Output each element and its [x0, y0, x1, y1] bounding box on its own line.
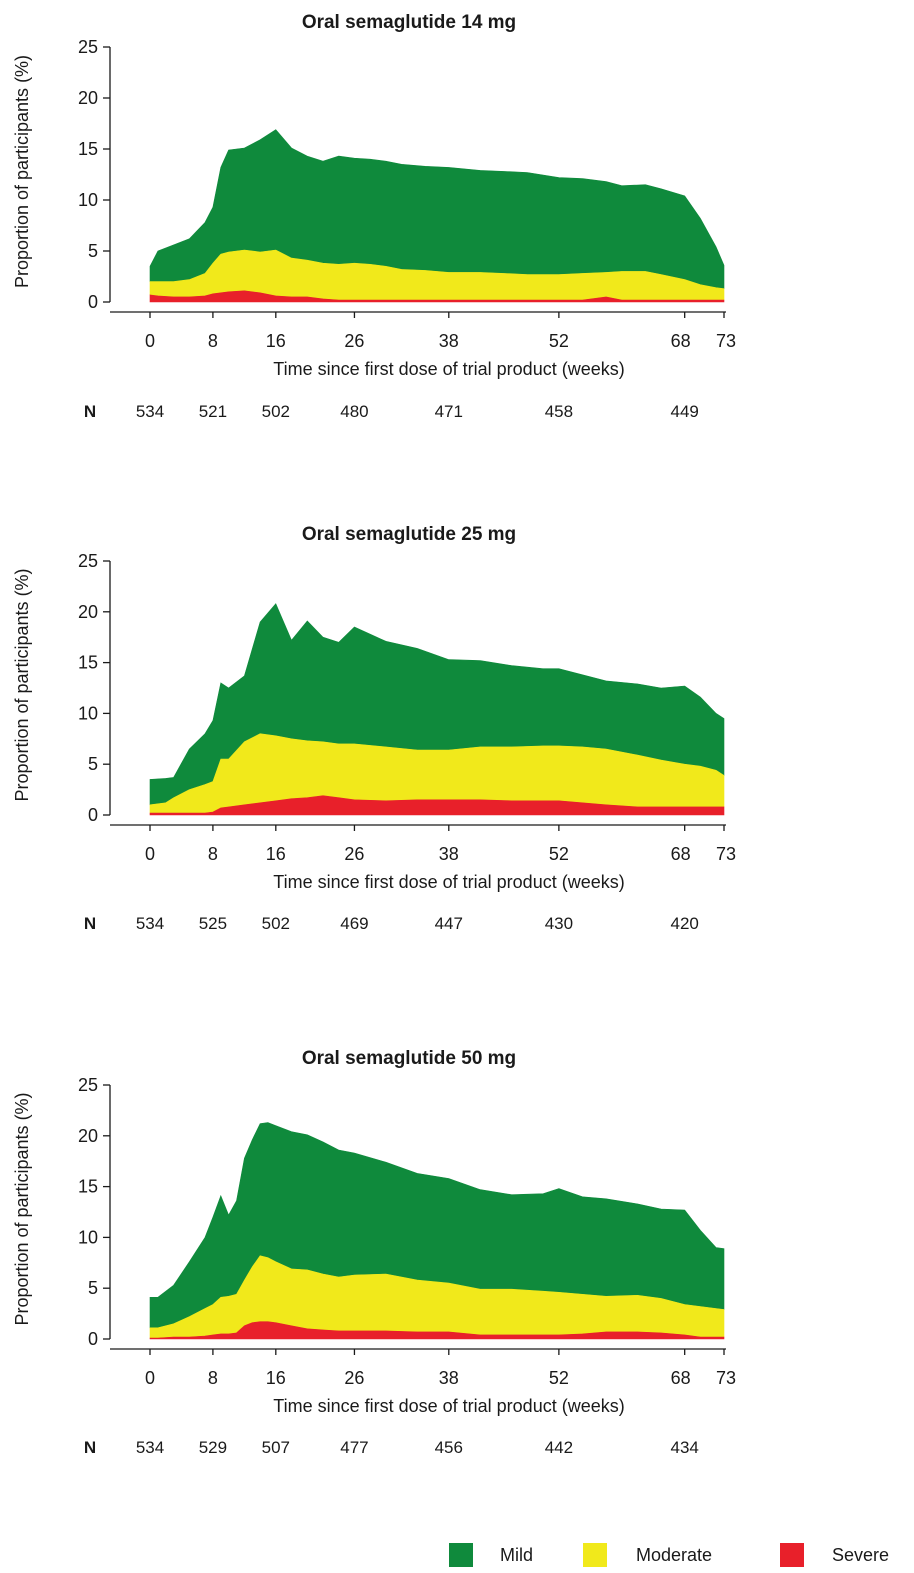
- y-tick-label: 20: [78, 88, 98, 108]
- y-tick-label: 0: [88, 805, 98, 825]
- x-tick-label: 0: [145, 1368, 155, 1388]
- y-tick-label: 10: [78, 190, 98, 210]
- n-at-risk-value: 529: [199, 1438, 227, 1457]
- y-tick-label: 25: [78, 551, 98, 571]
- x-tick-label: 38: [439, 844, 459, 864]
- area-severe: [149, 290, 725, 303]
- x-axis-label: Time since first dose of trial product (…: [273, 359, 624, 379]
- x-tick-label: 0: [145, 844, 155, 864]
- chart-title: Oral semaglutide 50 mg: [302, 1048, 516, 1069]
- chart-panel-3: Oral semaglutide 50 mg 0 5 10 15 20 25 0 8 16 26 38…: [12, 1048, 736, 1457]
- legend-swatch-severe: [780, 1543, 804, 1567]
- x-tick-label: 26: [344, 1368, 364, 1388]
- x-tick-label: 16: [266, 844, 286, 864]
- x-tick-label: 8: [208, 331, 218, 351]
- n-at-risk-value: 471: [435, 402, 463, 421]
- legend-swatch-mild: [449, 1543, 473, 1567]
- y-tick-label: 0: [88, 292, 98, 312]
- x-tick-label: 52: [549, 1368, 569, 1388]
- n-at-risk-value: 521: [199, 402, 227, 421]
- n-at-risk-value: 420: [670, 914, 698, 933]
- y-tick-label: 15: [78, 1177, 98, 1197]
- y-axis-label: Proportion of participants (%): [12, 1092, 32, 1325]
- x-tick-label: 38: [439, 331, 459, 351]
- legend-label-mild: Mild: [500, 1545, 533, 1565]
- x-tick-label: 68: [671, 1368, 691, 1388]
- x-axis-label: Time since first dose of trial product (…: [273, 872, 624, 892]
- y-axis-label: Proportion of participants (%): [12, 55, 32, 288]
- x-tick-label: 73: [716, 844, 736, 864]
- n-at-risk-value: 447: [435, 914, 463, 933]
- n-at-risk-value: 502: [262, 402, 290, 421]
- y-tick-label: 5: [88, 754, 98, 774]
- x-tick-label: 26: [344, 331, 364, 351]
- x-tick-label: 8: [208, 844, 218, 864]
- legend-swatch-moderate: [583, 1543, 607, 1567]
- y-tick-label: 25: [78, 1075, 98, 1095]
- n-at-risk-value: 434: [670, 1438, 698, 1457]
- y-tick-label: 5: [88, 1278, 98, 1298]
- x-tick-label: 26: [344, 844, 364, 864]
- y-tick-label: 20: [78, 602, 98, 622]
- n-at-risk-value: 525: [199, 914, 227, 933]
- n-at-risk-value: 442: [545, 1438, 573, 1457]
- n-at-risk-value: 449: [670, 402, 698, 421]
- n-at-risk-value: 469: [340, 914, 368, 933]
- chart-title: Oral semaglutide 25 mg: [302, 524, 516, 545]
- y-tick-label: 15: [78, 139, 98, 159]
- area-severe: [149, 795, 725, 816]
- chart-title: Oral semaglutide 14 mg: [302, 12, 516, 33]
- n-at-risk-value: 534: [136, 402, 164, 421]
- n-at-risk-value: 534: [136, 914, 164, 933]
- n-at-risk-value: 534: [136, 1438, 164, 1457]
- n-at-risk-value: 477: [340, 1438, 368, 1457]
- x-tick-label: 38: [439, 1368, 459, 1388]
- n-at-risk-value: 502: [262, 914, 290, 933]
- x-tick-label: 68: [671, 331, 691, 351]
- n-at-risk-value: 458: [545, 402, 573, 421]
- x-tick-label: 68: [671, 844, 691, 864]
- y-tick-label: 15: [78, 653, 98, 673]
- x-tick-label: 16: [266, 331, 286, 351]
- chart-panel-2: Oral semaglutide 25 mg 0 5 10 15 20 25 0 8 16 26 38…: [12, 524, 736, 933]
- x-tick-label: 52: [549, 844, 569, 864]
- n-at-risk-value: 480: [340, 402, 368, 421]
- y-tick-label: 20: [78, 1126, 98, 1146]
- y-tick-label: 25: [78, 37, 98, 57]
- n-at-risk-label: N: [84, 914, 96, 933]
- legend: Mild Moderate Severe: [449, 1543, 889, 1567]
- n-at-risk-label: N: [84, 1438, 96, 1457]
- area-severe: [149, 1321, 725, 1340]
- x-tick-label: 0: [145, 331, 155, 351]
- n-at-risk-value: 430: [545, 914, 573, 933]
- x-tick-label: 8: [208, 1368, 218, 1388]
- n-at-risk-value: 456: [435, 1438, 463, 1457]
- x-tick-label: 73: [716, 1368, 736, 1388]
- x-tick-label: 16: [266, 1368, 286, 1388]
- y-tick-label: 10: [78, 1227, 98, 1247]
- y-tick-label: 0: [88, 1329, 98, 1349]
- y-tick-label: 10: [78, 703, 98, 723]
- n-at-risk-label: N: [84, 402, 96, 421]
- legend-label-moderate: Moderate: [636, 1545, 712, 1565]
- x-tick-label: 52: [549, 331, 569, 351]
- y-tick-label: 5: [88, 241, 98, 261]
- chart-panel-1: Oral semaglutide 14 mg 0 5 10 15 20 25 0 8 16 26 38…: [12, 12, 736, 421]
- x-tick-label: 73: [716, 331, 736, 351]
- y-axis-label: Proportion of participants (%): [12, 568, 32, 801]
- n-at-risk-value: 507: [262, 1438, 290, 1457]
- legend-label-severe: Severe: [832, 1545, 889, 1565]
- x-axis-label: Time since first dose of trial product (…: [273, 1396, 624, 1416]
